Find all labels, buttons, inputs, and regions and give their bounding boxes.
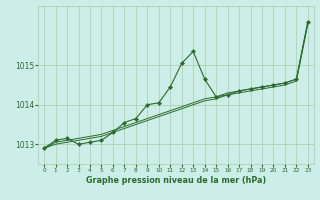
X-axis label: Graphe pression niveau de la mer (hPa): Graphe pression niveau de la mer (hPa) (86, 176, 266, 185)
